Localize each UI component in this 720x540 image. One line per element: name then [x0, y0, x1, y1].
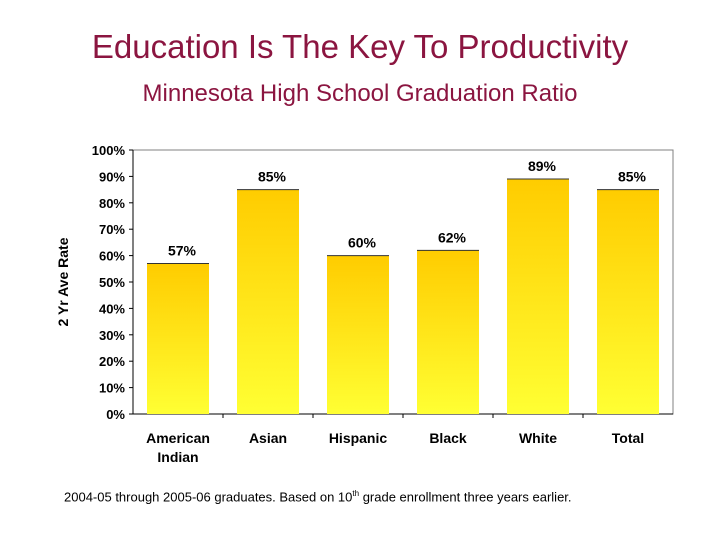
- data-label: 57%: [168, 243, 197, 259]
- x-tick-label: Indian: [157, 449, 198, 465]
- plot-frame: [132, 149, 674, 415]
- footnote: 2004-05 through 2005-06 graduates. Based…: [64, 489, 704, 504]
- x-tick-label: Hispanic: [329, 430, 388, 446]
- y-tick-label: 50%: [99, 275, 125, 290]
- footnote-superscript: th: [352, 489, 360, 498]
- data-label: 62%: [438, 229, 467, 245]
- y-tick-label: 0%: [106, 407, 125, 422]
- x-tick-label: Asian: [249, 430, 287, 446]
- footnote-text-end: grade enrollment three years earlier.: [359, 489, 572, 505]
- y-tick-label: 10%: [99, 381, 125, 396]
- footnote-text: 2004-05 through 2005-06 graduates. Based…: [64, 489, 353, 505]
- x-tick-label: White: [519, 430, 557, 446]
- y-tick-label: 80%: [99, 196, 125, 211]
- slide-title: Education Is The Key To Productivity: [91, 28, 629, 65]
- bar: [147, 263, 209, 414]
- y-tick-label: 100%: [92, 143, 126, 158]
- x-tick-label: Black: [429, 430, 467, 446]
- x-tick-label: Total: [612, 430, 644, 446]
- y-tick-label: 60%: [99, 249, 125, 264]
- bar: [237, 189, 299, 414]
- bar: [327, 255, 389, 414]
- data-label: 60%: [348, 235, 377, 251]
- data-label: 85%: [258, 169, 287, 185]
- plot-area: 0% 10% 20% 30% 40% 50% 60% 70% 80% 90% 100% 57% Amer…: [92, 143, 674, 465]
- y-tick-label: 30%: [99, 328, 125, 343]
- y-axis-title: 2 Yr Ave Rate: [55, 237, 71, 326]
- data-label: 89%: [528, 158, 557, 174]
- chart-title: Minnesota High School Graduation Ratio: [142, 80, 578, 107]
- bar: [507, 179, 569, 414]
- y-tick-label: 90%: [99, 169, 125, 184]
- y-tick-label: 40%: [99, 301, 125, 316]
- y-tick-label: 20%: [99, 354, 125, 369]
- data-label: 85%: [618, 169, 647, 185]
- bar: [597, 189, 659, 414]
- y-tick-label: 70%: [99, 222, 125, 237]
- bar: [417, 250, 479, 414]
- x-tick-label: American: [146, 430, 210, 446]
